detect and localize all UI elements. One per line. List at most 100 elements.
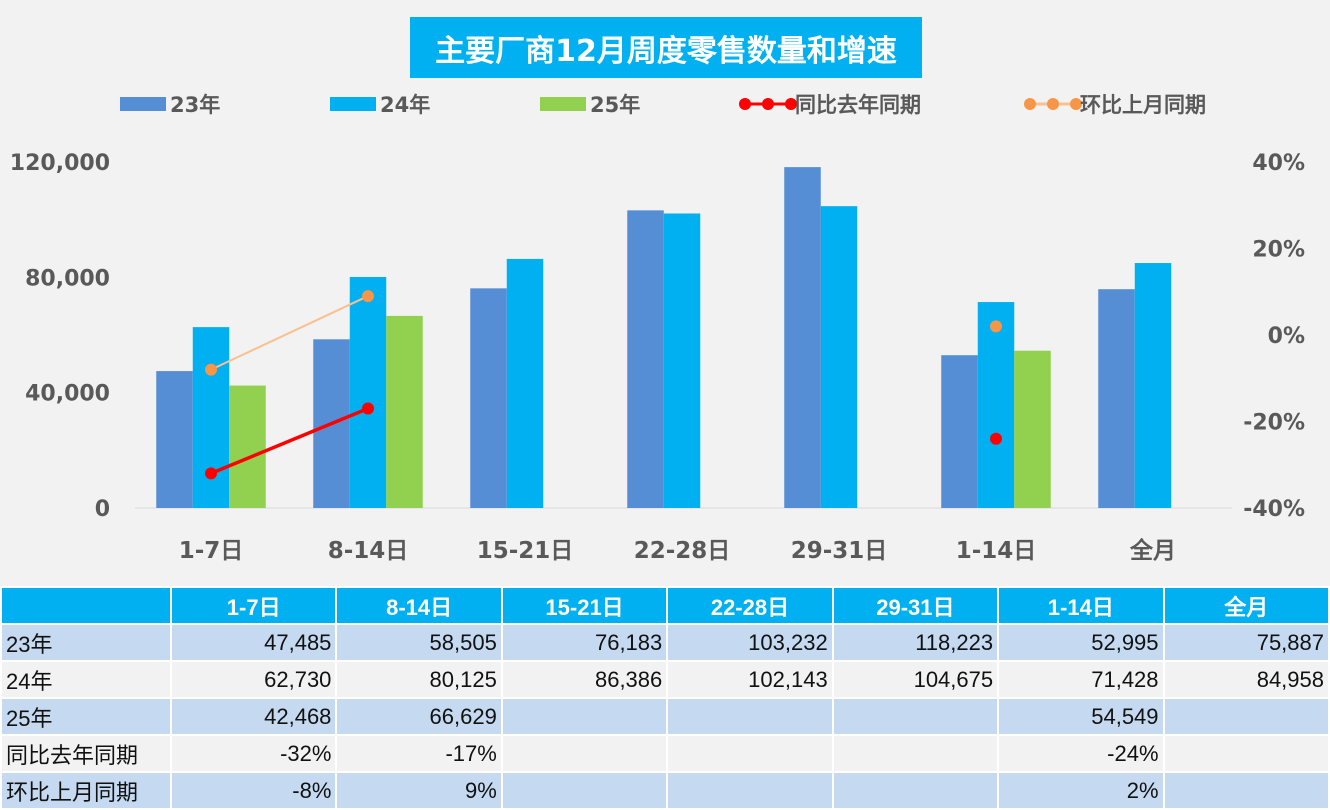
legend-label: 25年 xyxy=(590,93,640,117)
table-cell xyxy=(666,771,834,810)
table-cell: 66,629 xyxy=(335,697,503,736)
table-header-row: 1-7日 8-14日 15-21日 22-28日 29-31日 1-14日 全月 xyxy=(0,586,1330,625)
row-label: 环比上月同期 xyxy=(0,771,172,810)
table-row: 23年 47,485 58,505 76,183 103,232 118,223 52,99… xyxy=(0,623,1330,662)
bar-24年 xyxy=(820,206,858,509)
point-同比去年同期 xyxy=(362,402,374,415)
table-cell: 118,223 xyxy=(831,623,1000,662)
table-cell: 58,505 xyxy=(335,623,503,662)
x-tick-label: 8-14日 xyxy=(328,538,409,564)
bar-23年 xyxy=(1098,289,1135,508)
column-header: 8-14日 xyxy=(335,586,503,625)
point-同比去年同期 xyxy=(205,467,217,480)
x-tick-label: 1-14日 xyxy=(956,538,1037,564)
line-环比上月同期 xyxy=(210,295,369,371)
bar-25年 xyxy=(1014,350,1051,508)
table-cell: 52,995 xyxy=(997,623,1165,662)
bar-23年 xyxy=(627,210,664,509)
table-row: 环比上月同期 -8% 9% 2% xyxy=(0,771,1330,810)
legend-marker xyxy=(739,98,751,110)
line-同比去年同期 xyxy=(210,406,369,476)
x-tick-label: 15-21日 xyxy=(477,538,574,564)
table-cell xyxy=(831,771,1000,810)
y2-tick-label: -40% xyxy=(1243,497,1305,522)
table-cell xyxy=(666,734,834,773)
bar-23年 xyxy=(941,355,978,508)
table-cell: 42,468 xyxy=(169,697,338,736)
table-cell: -17% xyxy=(335,734,503,773)
column-header: 15-21日 xyxy=(500,586,669,625)
table-cell: 76,183 xyxy=(500,623,669,662)
point-环比上月同期 xyxy=(990,320,1002,333)
bar-25年 xyxy=(229,385,266,508)
bar-24年 xyxy=(349,276,387,508)
table-cell: 47,485 xyxy=(169,623,338,662)
legend-marker xyxy=(785,98,797,110)
table-cell: 84,958 xyxy=(1162,660,1330,699)
table-cell: 103,232 xyxy=(666,623,834,662)
y2-tick-label: 40% xyxy=(1252,151,1305,176)
x-tick-label: 29-31日 xyxy=(791,538,888,564)
chart-title: 主要厂商12月周度零售数量和增速 xyxy=(410,17,922,78)
table-cell: -32% xyxy=(169,734,338,773)
legend-swatch xyxy=(540,97,586,111)
legend-marker xyxy=(1047,98,1059,110)
chart: 0 40,000 80,000 120,000 -40% -20% 0% 20% 40% 1-7日… xyxy=(10,93,1305,564)
point-同比去年同期 xyxy=(990,432,1002,445)
table-row: 24年 62,730 80,125 86,386 102,143 104,675 71,42… xyxy=(0,660,1330,699)
bar-25年 xyxy=(386,315,423,508)
column-header: 22-28日 xyxy=(666,586,834,625)
y2-tick-label: 20% xyxy=(1252,238,1305,263)
table-cell xyxy=(1162,734,1330,773)
column-header: 1-7日 xyxy=(169,586,338,625)
legend-label: 24年 xyxy=(380,93,430,117)
point-环比上月同期 xyxy=(205,363,217,376)
legend-marker xyxy=(762,98,774,110)
column-header: 1-14日 xyxy=(997,586,1165,625)
row-label: 25年 xyxy=(0,697,172,736)
row-label: 24年 xyxy=(0,660,172,699)
row-label: 同比去年同期 xyxy=(0,734,172,773)
x-tick-label: 22-28日 xyxy=(634,538,731,564)
table-cell: 75,887 xyxy=(1162,623,1330,662)
column-header xyxy=(0,586,172,625)
table-cell: 104,675 xyxy=(831,660,1000,699)
table-cell xyxy=(500,734,669,773)
table-cell: 71,428 xyxy=(997,660,1165,699)
bar-24年 xyxy=(977,302,1015,508)
legend-marker xyxy=(1070,98,1082,110)
bar-23年 xyxy=(784,167,821,508)
table-cell: 9% xyxy=(335,771,503,810)
bar-23年 xyxy=(156,371,193,508)
data-table: 1-7日 8-14日 15-21日 22-28日 29-31日 1-14日 全月 23年 47… xyxy=(0,586,1330,810)
table-cell xyxy=(831,734,1000,773)
table-cell xyxy=(1162,771,1330,810)
y2-tick-label: -20% xyxy=(1243,411,1305,436)
table-cell xyxy=(500,697,669,736)
legend-label: 同比去年同期 xyxy=(795,93,921,117)
table-row: 同比去年同期 -32% -17% -24% xyxy=(0,734,1330,773)
x-tick-label: 全月 xyxy=(1129,537,1176,564)
bar-24年 xyxy=(506,258,544,508)
y-tick-label: 120,000 xyxy=(10,151,110,176)
table-cell: -24% xyxy=(997,734,1165,773)
table-cell xyxy=(1162,697,1330,736)
x-tick-label: 1-7日 xyxy=(179,538,244,564)
table-cell: 86,386 xyxy=(500,660,669,699)
table-cell: 62,730 xyxy=(169,660,338,699)
table-cell: 102,143 xyxy=(666,660,834,699)
y2-tick-label: 0% xyxy=(1268,324,1305,349)
table-cell xyxy=(831,697,1000,736)
table-row: 25年 42,468 66,629 54,549 xyxy=(0,697,1330,736)
table-cell: 80,125 xyxy=(335,660,503,699)
legend-swatch xyxy=(120,97,166,111)
legend-swatch xyxy=(330,97,376,111)
y-tick-label: 80,000 xyxy=(25,266,110,291)
bar-24年 xyxy=(192,327,230,508)
column-header: 29-31日 xyxy=(831,586,1000,625)
point-环比上月同期 xyxy=(362,290,374,303)
table-cell xyxy=(666,697,834,736)
bar-24年 xyxy=(1134,263,1172,508)
legend-label: 环比上月同期 xyxy=(1080,93,1206,117)
row-label: 23年 xyxy=(0,623,172,662)
